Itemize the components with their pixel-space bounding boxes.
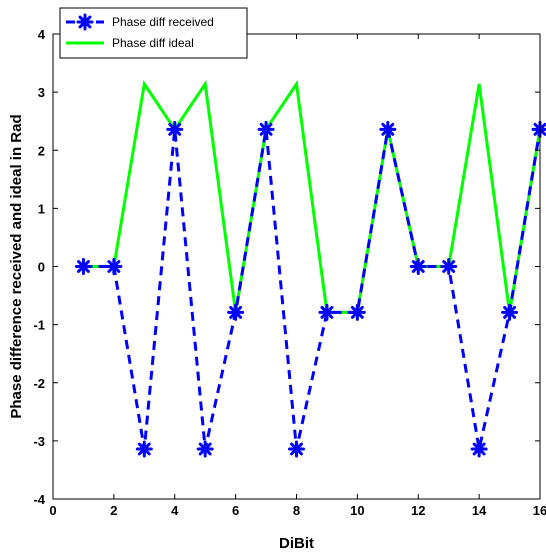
data-point-marker [501, 303, 519, 321]
x-tick-label: 8 [293, 503, 300, 518]
x-tick-label: 6 [232, 503, 239, 518]
y-tick-label: 3 [38, 85, 45, 100]
y-tick-label: -2 [33, 376, 45, 391]
data-point-marker [440, 258, 458, 275]
x-axis-label: DiBit [279, 535, 314, 552]
y-tick-label: 2 [38, 143, 45, 158]
y-tick-label: -3 [33, 434, 45, 449]
data-point-marker [135, 440, 153, 458]
data-point-marker [227, 303, 245, 321]
y-tick-label: -1 [33, 318, 45, 333]
data-point-marker [257, 120, 275, 138]
data-point-marker [409, 258, 427, 275]
y-tick-label: 0 [38, 260, 45, 275]
legend: Phase diff received Phase diff ideal [59, 7, 248, 59]
x-tick-label: 4 [171, 503, 179, 518]
legend-label: Phase diff ideal [112, 36, 194, 50]
legend-entries: Phase diff received Phase diff ideal [66, 13, 214, 50]
legend-label: Phase diff received [112, 15, 214, 29]
x-tick-label: 14 [472, 503, 487, 518]
series-line-phase-diff-ideal [83, 79, 542, 314]
x-tick-label: 0 [49, 503, 56, 518]
y-tick-label: -4 [33, 492, 45, 507]
y-axis-label: Phase difference received and ideal in R… [8, 114, 25, 418]
legend-marker [76, 13, 94, 31]
data-point-marker [288, 440, 305, 458]
data-point-marker [318, 303, 336, 321]
x-tick-label: 16 [533, 503, 546, 518]
series-layer [74, 79, 546, 458]
data-point-marker [74, 258, 92, 275]
legend-entry: Phase diff received [66, 13, 214, 31]
legend-entry: Phase diff ideal [66, 36, 194, 50]
data-point-marker [105, 258, 123, 275]
data-point-marker [166, 120, 184, 138]
data-point-marker [470, 440, 488, 458]
y-tick-label: 1 [38, 201, 45, 216]
x-tick-label: 10 [350, 503, 364, 518]
y-tick-label: 4 [38, 27, 46, 42]
x-tick-label: 2 [110, 503, 117, 518]
data-point-marker [379, 120, 397, 138]
data-point-marker [196, 440, 214, 458]
x-tick-label: 12 [411, 503, 425, 518]
series-line-phase-diff-received [83, 129, 542, 450]
data-point-marker [348, 303, 366, 321]
